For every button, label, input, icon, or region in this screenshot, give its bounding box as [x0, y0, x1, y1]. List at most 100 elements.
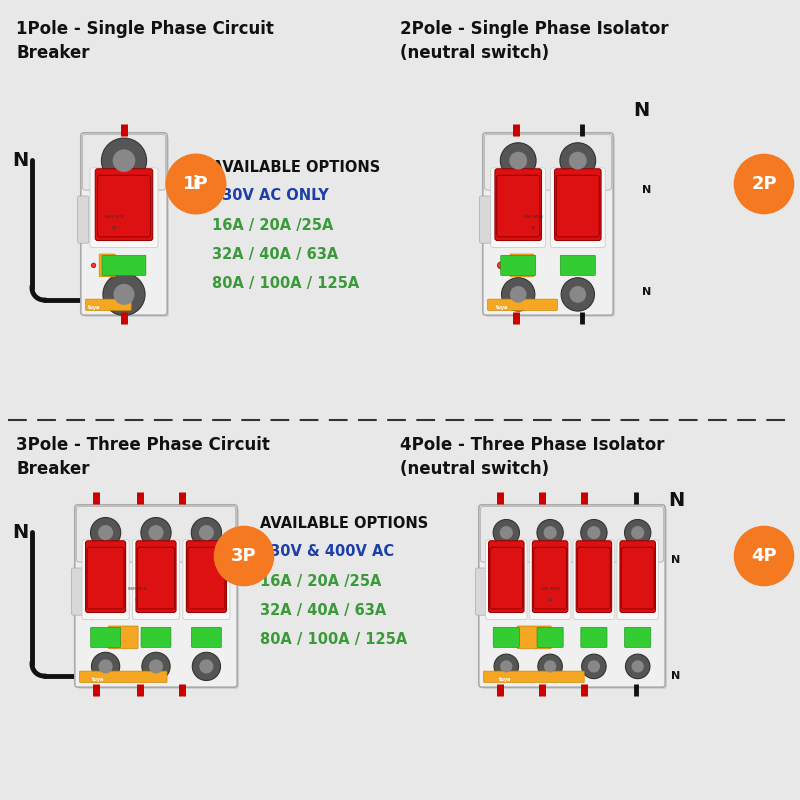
- FancyBboxPatch shape: [82, 540, 129, 619]
- FancyBboxPatch shape: [480, 196, 491, 243]
- Text: WiFi MCB: WiFi MCB: [128, 587, 146, 591]
- Text: Breaker: Breaker: [16, 44, 90, 62]
- Circle shape: [570, 286, 586, 302]
- Circle shape: [192, 652, 221, 681]
- FancyBboxPatch shape: [490, 547, 522, 609]
- Text: AVAILABLE OPTIONS: AVAILABLE OPTIONS: [212, 161, 380, 175]
- Text: 230V AC ONLY: 230V AC ONLY: [212, 189, 329, 203]
- Circle shape: [500, 526, 513, 539]
- Text: N: N: [642, 287, 651, 297]
- Circle shape: [103, 274, 145, 315]
- Text: CE: CE: [548, 598, 553, 602]
- Text: tuya: tuya: [499, 677, 511, 682]
- FancyBboxPatch shape: [141, 627, 171, 647]
- Text: 32A / 40A / 63A: 32A / 40A / 63A: [212, 247, 338, 262]
- FancyBboxPatch shape: [490, 168, 546, 247]
- Text: 4P: 4P: [751, 547, 777, 565]
- Text: CE: CE: [112, 226, 117, 230]
- Circle shape: [90, 518, 121, 548]
- Text: N: N: [12, 522, 28, 542]
- Text: N: N: [634, 101, 650, 120]
- Circle shape: [587, 526, 601, 539]
- Text: 2P: 2P: [751, 175, 777, 193]
- Text: 3P: 3P: [231, 547, 257, 565]
- FancyBboxPatch shape: [625, 627, 650, 647]
- Circle shape: [500, 660, 513, 673]
- Text: AVAILABLE OPTIONS: AVAILABLE OPTIONS: [260, 517, 428, 531]
- Circle shape: [102, 138, 146, 183]
- Circle shape: [631, 526, 644, 539]
- Circle shape: [113, 150, 135, 172]
- Circle shape: [114, 284, 134, 305]
- Text: N: N: [642, 186, 651, 195]
- Circle shape: [581, 519, 607, 546]
- Circle shape: [494, 654, 518, 678]
- Text: 16A / 20A /25A: 16A / 20A /25A: [212, 218, 334, 233]
- FancyBboxPatch shape: [136, 541, 176, 613]
- FancyBboxPatch shape: [483, 133, 614, 315]
- Circle shape: [500, 142, 536, 178]
- FancyBboxPatch shape: [95, 169, 153, 241]
- Circle shape: [199, 659, 214, 674]
- FancyBboxPatch shape: [556, 175, 599, 237]
- FancyBboxPatch shape: [478, 505, 665, 687]
- FancyBboxPatch shape: [497, 175, 540, 237]
- FancyBboxPatch shape: [501, 255, 536, 275]
- FancyBboxPatch shape: [78, 508, 238, 689]
- Text: WiFi MCB: WiFi MCB: [541, 587, 560, 591]
- FancyBboxPatch shape: [620, 541, 655, 613]
- Circle shape: [625, 519, 651, 546]
- Circle shape: [191, 518, 222, 548]
- Text: Breaker: Breaker: [16, 460, 90, 478]
- FancyBboxPatch shape: [480, 506, 663, 562]
- FancyBboxPatch shape: [77, 506, 235, 562]
- FancyBboxPatch shape: [510, 254, 534, 277]
- Text: 32A / 40A / 63A: 32A / 40A / 63A: [260, 603, 386, 618]
- Text: 2Pole - Single Phase Isolator: 2Pole - Single Phase Isolator: [400, 20, 669, 38]
- Circle shape: [498, 262, 504, 269]
- Text: tuya: tuya: [496, 305, 508, 310]
- Circle shape: [166, 154, 226, 214]
- FancyBboxPatch shape: [188, 547, 225, 609]
- FancyBboxPatch shape: [87, 547, 124, 609]
- Text: (neutral switch): (neutral switch): [400, 460, 549, 478]
- Circle shape: [91, 652, 120, 681]
- FancyBboxPatch shape: [550, 168, 606, 247]
- FancyBboxPatch shape: [81, 133, 167, 315]
- FancyBboxPatch shape: [486, 136, 615, 317]
- Text: 80A / 100A / 125A: 80A / 100A / 125A: [260, 632, 407, 646]
- FancyBboxPatch shape: [133, 540, 179, 619]
- Circle shape: [166, 154, 226, 214]
- FancyBboxPatch shape: [578, 547, 610, 609]
- Text: N: N: [668, 490, 684, 510]
- Circle shape: [149, 525, 163, 540]
- Circle shape: [569, 152, 586, 170]
- FancyBboxPatch shape: [75, 505, 237, 687]
- Text: 230V & 400V AC: 230V & 400V AC: [260, 545, 394, 559]
- FancyBboxPatch shape: [494, 627, 519, 647]
- FancyBboxPatch shape: [183, 540, 230, 619]
- Text: 3Pole - Three Phase Circuit: 3Pole - Three Phase Circuit: [16, 436, 270, 454]
- FancyBboxPatch shape: [495, 169, 542, 241]
- FancyBboxPatch shape: [191, 627, 222, 647]
- FancyBboxPatch shape: [617, 540, 658, 619]
- FancyBboxPatch shape: [86, 541, 126, 613]
- Circle shape: [214, 526, 274, 586]
- Circle shape: [98, 525, 113, 540]
- Circle shape: [149, 659, 163, 674]
- Text: WiFi MCB: WiFi MCB: [105, 215, 124, 219]
- Circle shape: [543, 526, 557, 539]
- Text: N: N: [671, 671, 681, 681]
- Circle shape: [538, 654, 562, 678]
- FancyBboxPatch shape: [530, 540, 571, 619]
- Text: 80A / 100A / 125A: 80A / 100A / 125A: [212, 276, 359, 290]
- FancyBboxPatch shape: [84, 136, 169, 317]
- FancyBboxPatch shape: [98, 175, 150, 237]
- FancyBboxPatch shape: [109, 626, 138, 649]
- Text: WiFi MCB: WiFi MCB: [524, 215, 542, 219]
- Circle shape: [141, 518, 171, 548]
- FancyBboxPatch shape: [90, 168, 158, 247]
- FancyBboxPatch shape: [90, 627, 121, 647]
- Circle shape: [92, 633, 101, 642]
- Text: N: N: [12, 150, 28, 170]
